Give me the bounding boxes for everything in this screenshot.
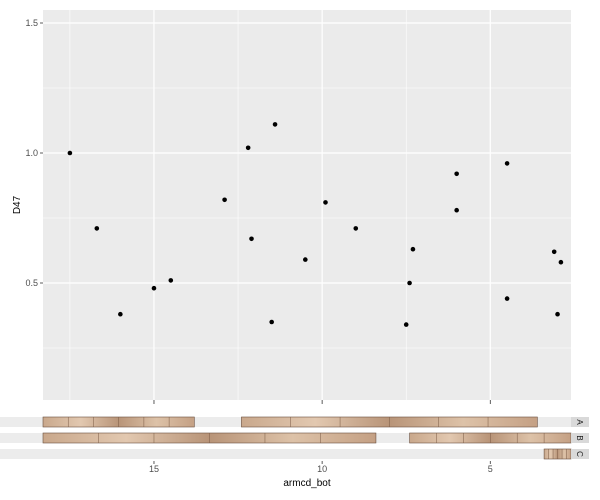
- data-point: [151, 285, 157, 291]
- data-point: [94, 226, 100, 231]
- strip-label: B: [575, 435, 584, 440]
- data-point: [558, 259, 564, 265]
- core-strip-background: [0, 449, 571, 459]
- data-point: [272, 122, 278, 127]
- data-point: [555, 311, 560, 317]
- data-point: [353, 226, 359, 231]
- data-point: [222, 197, 227, 203]
- data-point: [118, 311, 123, 317]
- strip-label: C: [575, 451, 584, 457]
- strip-label-box: [571, 417, 589, 427]
- strip-label-box: [571, 433, 589, 443]
- y-tick-label: 1.5: [25, 18, 38, 28]
- y-axis-title: D47: [12, 195, 23, 214]
- grid-lines: [43, 10, 571, 400]
- data-point: [303, 257, 308, 262]
- strip-label-box: [571, 449, 589, 459]
- data-points: [67, 122, 564, 327]
- data-point: [323, 200, 328, 205]
- x-tick-label: 10: [317, 464, 327, 474]
- data-point: [454, 171, 459, 177]
- x-axis-title: armcd_bot: [283, 478, 330, 489]
- data-point: [245, 145, 251, 151]
- data-point: [454, 207, 459, 213]
- data-point: [168, 278, 174, 283]
- y-tick-label: 0.5: [25, 278, 38, 288]
- data-point: [410, 246, 416, 252]
- data-point: [67, 150, 73, 156]
- plot-panel: [43, 10, 571, 400]
- data-point: [403, 322, 409, 327]
- data-point: [551, 249, 557, 255]
- x-tick-label: 15: [149, 464, 159, 474]
- x-axis-ticks: 15 10 5: [149, 400, 493, 474]
- data-point: [249, 236, 254, 242]
- data-point: [504, 161, 510, 166]
- strip-label: A: [575, 419, 584, 425]
- y-tick-label: 1.0: [25, 148, 38, 158]
- data-point: [269, 319, 274, 325]
- x-tick-label: 5: [488, 464, 493, 474]
- data-point: [407, 280, 412, 286]
- data-point: [504, 296, 510, 301]
- core-strips: A B C: [0, 416, 589, 460]
- y-axis-ticks: 0.5 1.0 1.5: [25, 18, 43, 288]
